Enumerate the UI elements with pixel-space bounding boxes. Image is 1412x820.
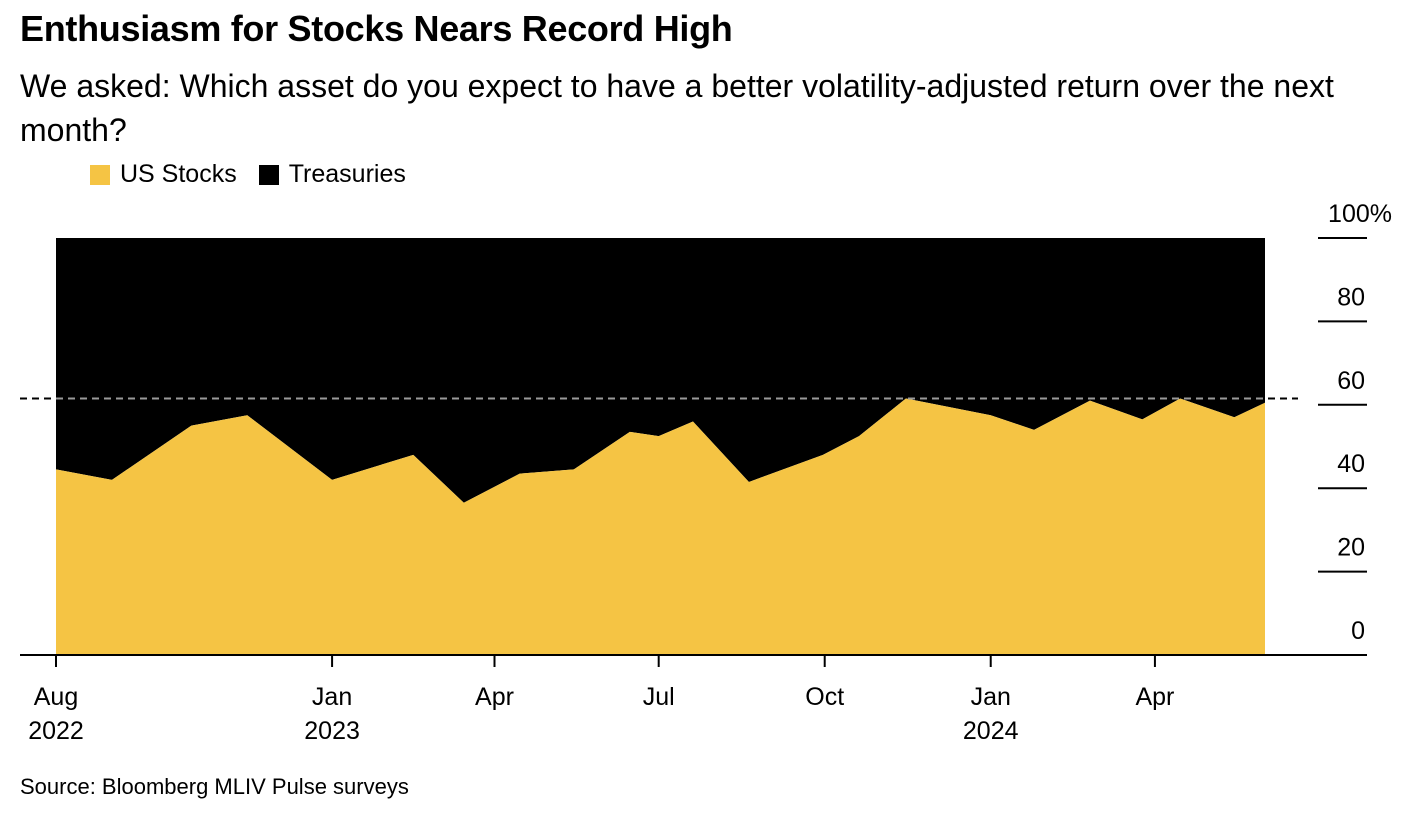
- chart-title: Enthusiasm for Stocks Nears Record High: [20, 8, 733, 49]
- y-tick-label: 0: [1351, 617, 1365, 645]
- plot-layer: [56, 238, 1265, 655]
- y-tick-label: 20: [1337, 534, 1365, 562]
- x-tick-label-month: Oct: [805, 683, 844, 711]
- x-tick-label-month: Jan: [312, 683, 352, 711]
- axes-layer: 0 20 40 60 80 100% Aug 2022 Jan 2023 Apr Jul Oct Jan 2…: [20, 200, 1392, 745]
- y-tick-label: 60: [1337, 367, 1365, 395]
- x-tick-label-month: Jan: [971, 683, 1011, 711]
- legend-item-treasuries: Treasuries: [258, 160, 406, 189]
- legend-swatch-us-stocks: [90, 164, 110, 185]
- x-tick-label-month: Jul: [643, 683, 675, 711]
- source-note: Source: Bloomberg MLIV Pulse surveys: [20, 774, 409, 799]
- y-tick-label: 100%: [1328, 200, 1392, 228]
- chart-subtitle: We asked: Which asset do you expect to h…: [20, 68, 1334, 148]
- chart-area: 0 20 40 60 80 100% Aug 2022 Jan 2023 Apr Jul Oct Jan 2…: [20, 200, 1392, 745]
- series-area-us-stocks: [56, 398, 1265, 655]
- legend-label-treasuries: Treasuries: [288, 160, 406, 188]
- y-tick-label: 40: [1337, 450, 1365, 478]
- legend-label-us-stocks: US Stocks: [120, 160, 237, 188]
- legend-swatch-treasuries: [258, 164, 279, 185]
- x-tick-label-month: Apr: [1135, 683, 1174, 711]
- legend: US Stocks Treasuries: [90, 160, 428, 189]
- x-tick-label-year: 2024: [963, 717, 1019, 745]
- x-tick-label-year: 2022: [28, 717, 84, 745]
- y-tick-label: 80: [1337, 283, 1365, 311]
- x-tick-label-month: Apr: [475, 683, 514, 711]
- series-area-treasuries: [56, 238, 1265, 503]
- x-tick-label-month: Aug: [34, 683, 78, 711]
- legend-item-us-stocks: US Stocks: [90, 160, 237, 189]
- x-tick-label-year: 2023: [304, 717, 360, 745]
